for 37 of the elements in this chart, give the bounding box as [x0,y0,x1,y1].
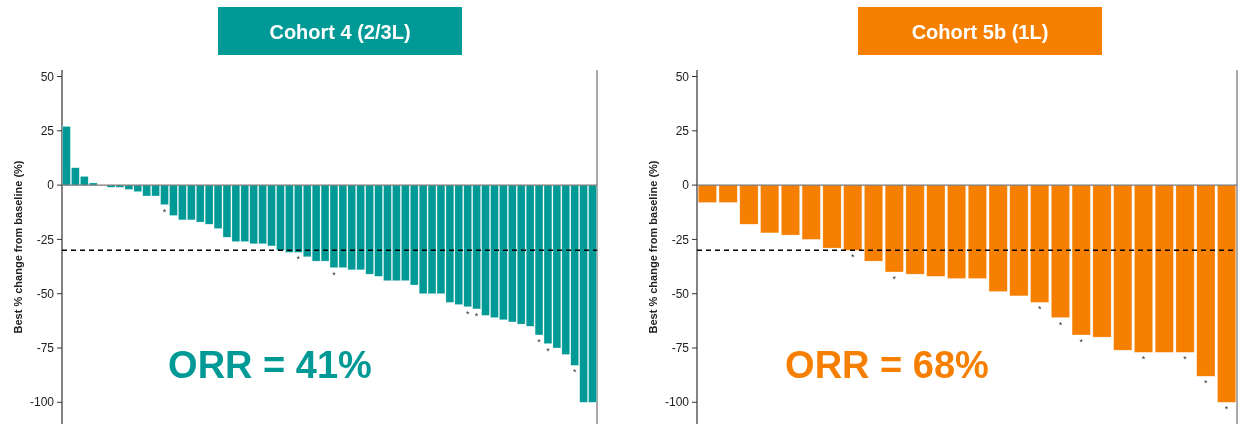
y-axis-title: Best % change from baseline (%) [647,160,659,334]
data-label: * [162,206,167,217]
data-label: * [474,310,479,321]
y-tick-label: -50 [36,286,55,301]
chart-title: Cohort 4 (2/3L) [269,21,411,43]
y-tick-label: -25 [36,232,55,247]
data-label: * [296,254,301,265]
data-label: * [1037,304,1042,315]
y-tick-label: 50 [40,69,55,84]
data-label: * [546,345,551,356]
data-label: * [572,367,577,378]
data-label: * [1058,319,1063,330]
data-label: * [332,269,337,280]
y-tick-label: -75 [671,341,690,356]
y-tick-label: -100 [29,395,55,410]
data-label: * [1079,336,1084,347]
y-tick-label: -100 [664,395,690,410]
y-tick-label: 25 [675,124,690,139]
annotation: ORR = 41% [168,344,372,386]
chart-title: Cohort 5b (1L) [911,21,1049,43]
data-label: * [1183,354,1188,365]
y-tick-label: -75 [36,341,55,356]
data-label: * [892,273,897,284]
y-tick-label: 50 [675,69,690,84]
y-axis-title: Best % change from baseline (%) [12,160,24,334]
y-tick-label: -50 [671,286,690,301]
y-tick-label: -25 [671,232,690,247]
y-tick-label: 25 [40,124,55,139]
data-label: * [851,252,856,263]
data-label: * [465,308,470,319]
annotation: ORR = 68% [785,344,989,386]
data-label: * [1141,354,1146,365]
data-label: * [1204,378,1209,389]
data-label: * [537,336,542,347]
data-label: * [1224,404,1229,415]
y-tick-label: 0 [682,178,690,193]
y-tick-label: 0 [47,178,55,193]
